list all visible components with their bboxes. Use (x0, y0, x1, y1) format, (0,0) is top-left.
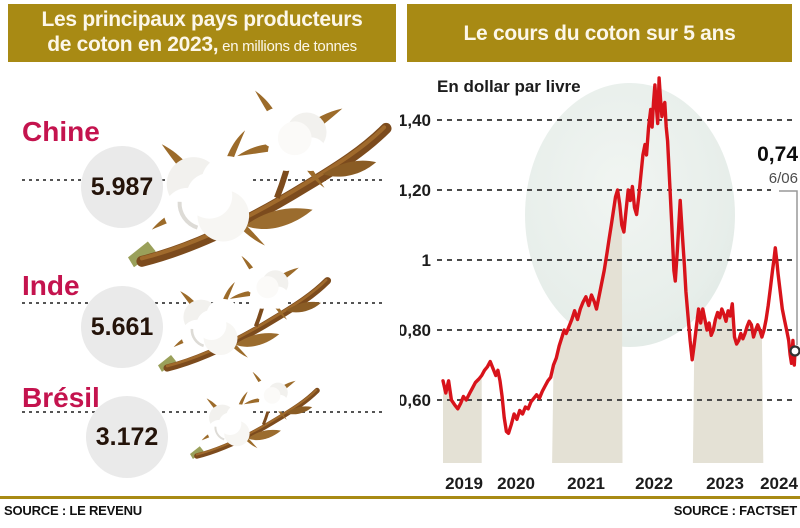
country-label-inde: Inde (22, 270, 80, 301)
value-bresil: 3.172 (95, 422, 159, 451)
divider-dotted-bresil (22, 411, 384, 413)
value-chine: 5.987 (90, 172, 154, 201)
cotton-watermark-ellipse (525, 83, 735, 347)
left-panel-header: Les principaux pays producteurs de coton… (8, 4, 396, 62)
left-title-line2-sub: en millions de tonnes (218, 38, 357, 55)
x-tick-2020: 2020 (497, 474, 535, 493)
end-marker (789, 345, 800, 357)
last-price-date: 6/06 (769, 170, 798, 187)
cotton-plant-icon-large (128, 78, 396, 268)
source-right: SOURCE : FACTSET (673, 503, 797, 518)
year-shade-bands (443, 190, 764, 463)
x-tick-2023: 2023 (706, 474, 744, 493)
footer-rule (0, 496, 800, 499)
left-title-line1: Les principaux pays producteurs (41, 8, 363, 31)
unit-label: En dollar par livre (437, 77, 581, 96)
x-tick-2019: 2019 (445, 474, 483, 493)
year-band (692, 303, 764, 463)
right-title: Le cours du coton sur 5 ans (463, 21, 736, 45)
country-label-bresil: Brésil (22, 382, 100, 413)
x-tick-2024: 2024 (760, 474, 798, 493)
value-bubble-chine: 5.987 (81, 146, 163, 228)
left-title-line2-bold: de coton en 2023, (47, 33, 219, 56)
source-left: SOURCE : LE REVENU (4, 503, 142, 518)
year-band (552, 190, 623, 463)
y-tick-120: 1,20 (400, 181, 431, 200)
value-bubble-inde: 5.661 (81, 286, 163, 368)
price-chart: En dollar par livre 1,40 1,20 1 0,80 0,6… (400, 76, 800, 493)
year-band (443, 375, 482, 463)
callout-bracket (779, 190, 798, 345)
last-price-label: 0,74 (757, 143, 798, 166)
y-tick-060: 0,60 (400, 391, 431, 410)
price-line (441, 76, 797, 435)
left-title-line2: de coton en 2023, en millions de tonnes (47, 32, 357, 59)
y-tick-140: 1,40 (400, 111, 431, 130)
price-line-group (441, 76, 800, 435)
right-panel-header: Le cours du coton sur 5 ans (407, 4, 792, 62)
country-label-chine: Chine (22, 116, 100, 147)
cotton-plant-icon-medium (158, 248, 334, 372)
gridlines (437, 119, 797, 401)
value-bubble-bresil: 3.172 (86, 396, 168, 478)
value-inde: 5.661 (90, 312, 154, 341)
x-tick-2021: 2021 (567, 474, 605, 493)
cotton-plant-icon-small (190, 366, 322, 459)
y-tick-080: 0,80 (400, 321, 431, 340)
x-tick-2022: 2022 (635, 474, 673, 493)
y-tick-100: 1 (422, 251, 431, 270)
